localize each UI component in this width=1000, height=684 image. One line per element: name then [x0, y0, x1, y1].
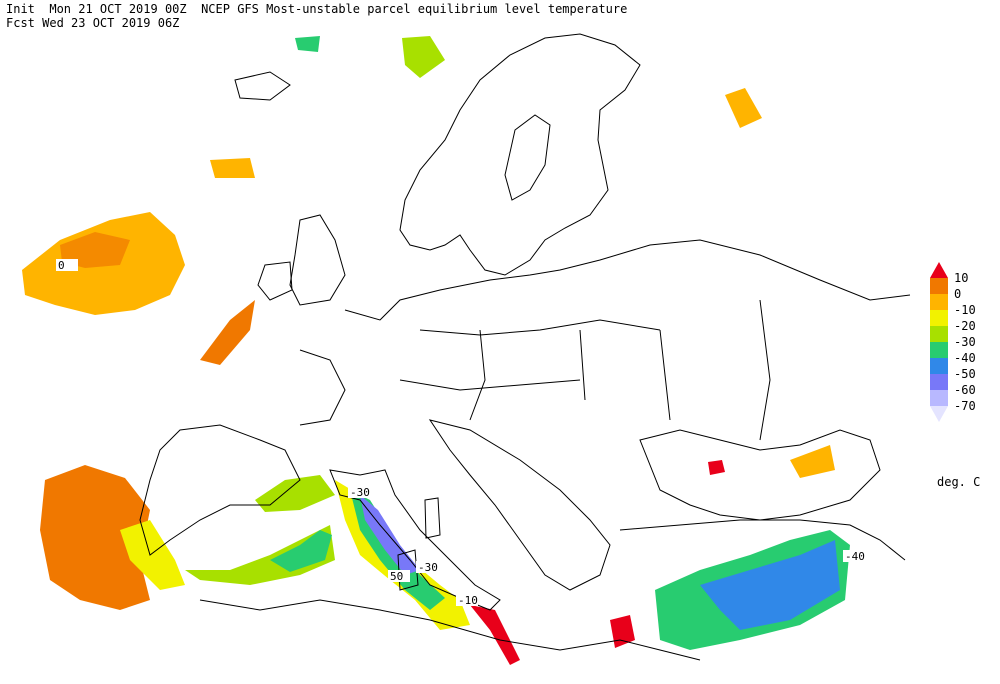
colorbar-label: -70 [954, 399, 976, 413]
header-line1: Init Mon 21 OCT 2019 00Z NCEP GFS Most-u… [6, 2, 627, 16]
shade-blue [700, 540, 840, 630]
header-line2: Fcst Wed 23 OCT 2019 06Z [6, 16, 179, 30]
contour-label: -40 [845, 550, 865, 563]
borders [399, 299, 771, 441]
shade-dark-orange [40, 465, 150, 610]
colorbar-swatch [930, 278, 948, 294]
italy [329, 469, 501, 611]
contour-label: -30 [350, 486, 370, 499]
shade-yellow-green [402, 36, 445, 78]
contour-labels: 0 -30 50 -30 -10 -40 [56, 259, 865, 607]
colorbar-label: -10 [954, 303, 976, 317]
colorbar-swatch [930, 294, 948, 310]
colorbar-label: 10 [954, 271, 968, 285]
colorbar: 10 0 -10 -20 -30 -40 -50 -60 -70 [930, 262, 976, 422]
colorbar-label: -30 [954, 335, 976, 349]
south-coast [199, 519, 906, 661]
contour-label: 50 [390, 570, 403, 583]
mainland [139, 239, 911, 556]
colorbar-label: -20 [954, 319, 976, 333]
colorbar-swatch [930, 310, 948, 326]
colorbar-swatch [930, 342, 948, 358]
scandinavia [399, 33, 641, 276]
contour-label: 0 [58, 259, 65, 272]
black-sea [639, 429, 881, 521]
shade-green [270, 530, 332, 572]
contour-label-bg [843, 550, 865, 562]
shade-orange [210, 158, 255, 178]
contour-label-bg [388, 570, 410, 582]
contour-label-bg [348, 486, 370, 498]
colorbar-label: -40 [954, 351, 976, 365]
ireland [257, 261, 293, 301]
unit-label: deg. C [937, 475, 980, 489]
colorbar-swatch [930, 374, 948, 390]
shade-yellow [120, 520, 185, 590]
shade-red [708, 460, 725, 475]
shade-yellow-green [255, 475, 335, 512]
shade-red [470, 605, 520, 665]
colorbar-label: -50 [954, 367, 976, 381]
contour-label-bg [56, 259, 78, 271]
balkans [428, 419, 611, 591]
shade-dark-orange [200, 300, 255, 365]
iceland [234, 71, 291, 101]
contour-label-bg [416, 561, 438, 573]
colorbar-label: 0 [954, 287, 961, 301]
shade-green [295, 36, 320, 52]
contour-label: -30 [418, 561, 438, 574]
great-britain [289, 214, 346, 306]
colorbar-triangle [930, 406, 948, 422]
colorbar-swatch [930, 390, 948, 406]
shade-orange [790, 445, 835, 478]
contour-label: -10 [458, 594, 478, 607]
colorbar-triangle [930, 262, 948, 278]
contour-label-bg [456, 594, 478, 606]
shade-red [610, 615, 635, 648]
shading [22, 36, 850, 665]
colorbar-swatch [930, 358, 948, 374]
gulf-of-bothnia [504, 114, 551, 201]
shade-orange [725, 88, 762, 128]
colorbar-swatch [930, 326, 948, 342]
shade-slate [360, 495, 420, 575]
colorbar-label: -60 [954, 383, 976, 397]
coastlines [139, 33, 911, 661]
shade-yellow-green [185, 525, 335, 585]
